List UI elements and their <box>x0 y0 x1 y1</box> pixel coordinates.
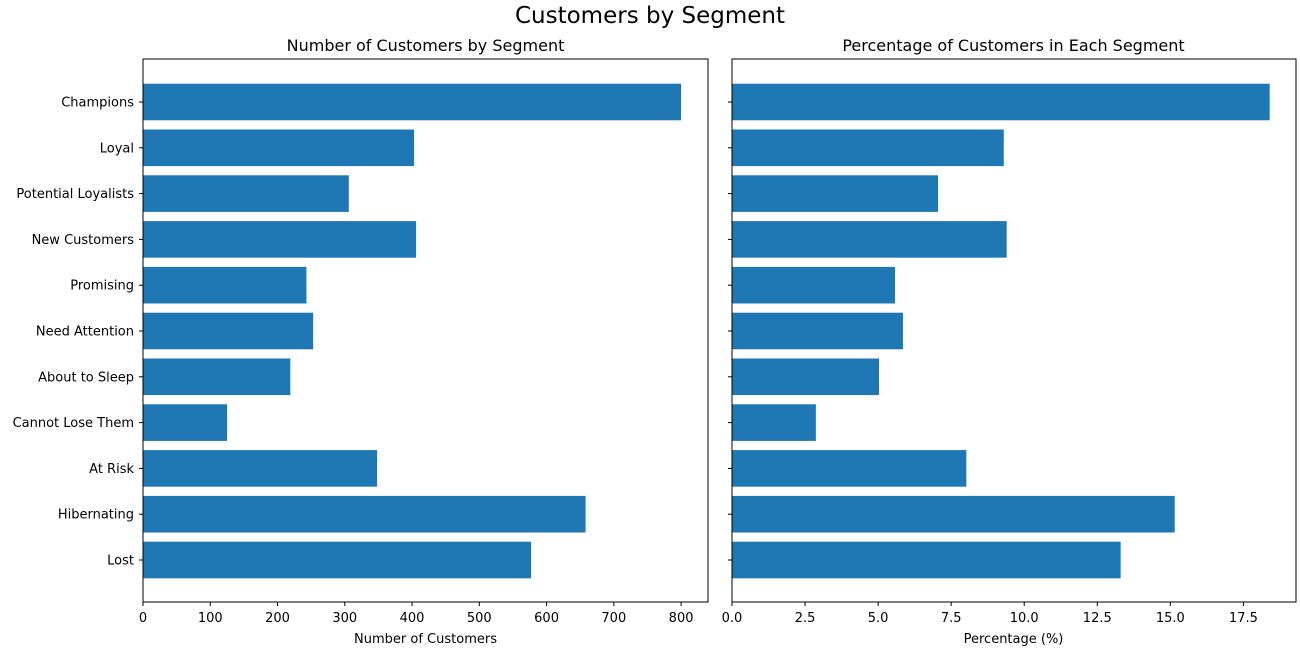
left-chart-ytick-label: Need Attention <box>36 325 134 340</box>
left-chart-ytick-label: New Customers <box>32 233 135 248</box>
left-chart-panel: Number of Customers by Segment Champions… <box>13 36 709 647</box>
right-chart-xtick-label: 5.0 <box>868 611 889 626</box>
right-chart-bar-lost <box>732 541 1121 579</box>
left-chart-bar-hibernating <box>143 495 586 533</box>
right-chart-bars <box>732 83 1270 579</box>
right-chart-xtick-label: 7.5 <box>941 611 962 626</box>
left-chart-bar-new-customers <box>143 221 417 258</box>
right-chart-xtick-label: 10.0 <box>1010 611 1039 626</box>
left-chart-bar-promising <box>143 266 307 304</box>
left-chart-ytick-label: Cannot Lose Them <box>13 416 134 431</box>
left-chart-bar-champions <box>143 83 682 121</box>
right-chart-bar-new-customers <box>732 221 1007 258</box>
left-chart-bar-potential-loyalists <box>143 175 349 212</box>
left-chart-ytick-label: Hibernating <box>58 508 134 523</box>
left-chart-bar-about-to-sleep <box>143 358 291 396</box>
right-chart-bar-champions <box>732 83 1270 121</box>
right-chart-bar-potential-loyalists <box>732 175 939 212</box>
left-chart-bar-loyal <box>143 129 415 167</box>
left-chart-xtick-label: 300 <box>332 611 357 626</box>
left-chart-frame <box>142 58 709 603</box>
right-chart-title: Percentage of Customers in Each Segment <box>842 36 1184 55</box>
left-chart-bar-at-risk <box>143 450 378 487</box>
right-chart-bar-loyal <box>732 129 1004 167</box>
right-chart-panel: Percentage of Customers in Each Segment … <box>722 36 1297 647</box>
left-chart-xtick-label: 100 <box>198 611 223 626</box>
right-chart-frame <box>731 58 1297 603</box>
left-chart-xlabel: Number of Customers <box>354 632 497 647</box>
left-chart-xtick-label: 600 <box>534 611 559 626</box>
left-chart-bar-need-attention <box>143 312 314 350</box>
right-chart-y-axis <box>728 101 732 561</box>
right-chart-x-axis: 0.0 2.5 5.0 7.5 10.0 12.5 15.0 17.5 <box>722 602 1258 626</box>
right-chart-bar-cannot-lose-them <box>732 404 816 441</box>
right-chart-bar-need-attention <box>732 312 903 350</box>
right-chart-xtick-label: 17.5 <box>1229 611 1258 626</box>
left-chart-ytick-label: Loyal <box>100 141 134 156</box>
left-chart-bars <box>143 83 682 579</box>
left-chart-ytick-label: About to Sleep <box>38 370 134 385</box>
right-chart-bar-at-risk <box>732 450 967 487</box>
right-chart-xtick-label: 0.0 <box>722 611 743 626</box>
left-chart-ytick-label: At Risk <box>89 462 134 477</box>
figure-title: Customers by Segment <box>515 3 785 29</box>
left-chart-ytick-label: Potential Loyalists <box>16 187 134 202</box>
left-chart-bar-lost <box>143 541 532 579</box>
right-chart-bar-hibernating <box>732 495 1175 533</box>
left-chart-xtick-label: 800 <box>669 611 694 626</box>
left-chart-xtick-label: 400 <box>400 611 425 626</box>
left-chart-title: Number of Customers by Segment <box>287 36 565 55</box>
left-chart-xtick-label: 200 <box>265 611 290 626</box>
left-chart-ytick-label: Champions <box>61 96 134 111</box>
left-chart-bar-cannot-lose-them <box>143 404 228 441</box>
left-chart-y-axis: Champions Loyal Potential Loyalists New Cus… <box>13 96 143 569</box>
right-chart-xtick-label: 2.5 <box>795 611 816 626</box>
left-chart-xtick-label: 700 <box>601 611 626 626</box>
right-chart-xtick-label: 15.0 <box>1156 611 1185 626</box>
left-chart-ytick-label: Promising <box>70 279 134 294</box>
right-chart-bar-promising <box>732 266 896 304</box>
right-chart-bar-about-to-sleep <box>732 358 879 396</box>
left-chart-xtick-label: 500 <box>467 611 492 626</box>
left-chart-xtick-label: 0 <box>139 611 147 626</box>
left-chart-ytick-label: Lost <box>107 554 134 569</box>
right-chart-xlabel: Percentage (%) <box>964 632 1064 647</box>
right-chart-xtick-label: 12.5 <box>1083 611 1112 626</box>
left-chart-x-axis: 0 100 200 300 400 500 600 700 800 <box>139 602 694 626</box>
